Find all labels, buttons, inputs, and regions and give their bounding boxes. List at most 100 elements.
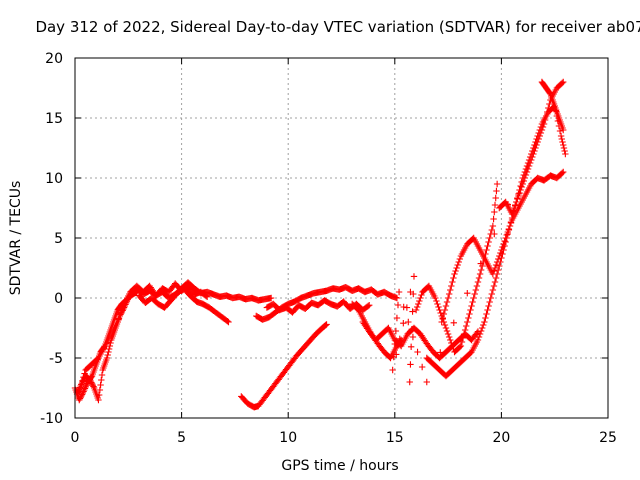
data-point — [79, 389, 87, 397]
data-point — [560, 78, 567, 86]
data-point — [491, 264, 499, 272]
data-point — [98, 376, 105, 384]
x-tick-label: 5 — [177, 430, 186, 446]
data-point — [81, 370, 88, 377]
data-point — [534, 138, 541, 146]
data-points — [71, 78, 569, 411]
data-point — [458, 338, 466, 346]
data-point — [493, 180, 501, 188]
data-point — [437, 349, 444, 356]
data-point — [539, 123, 547, 131]
data-point — [560, 168, 567, 176]
data-point — [267, 294, 275, 302]
y-tick-label: 5 — [54, 231, 63, 247]
data-point — [536, 132, 543, 140]
data-point — [452, 267, 459, 275]
data-point — [443, 327, 451, 335]
data-point — [531, 147, 538, 155]
data-point — [447, 336, 454, 344]
data-point — [514, 195, 521, 203]
data-point — [475, 333, 483, 341]
data-point — [119, 303, 127, 311]
data-point — [78, 381, 85, 388]
data-point — [544, 108, 551, 116]
data-point — [470, 294, 477, 302]
data-point — [490, 215, 497, 223]
x-tick-label: 0 — [71, 430, 80, 446]
data-point — [469, 298, 476, 306]
data-point — [405, 318, 412, 326]
data-point — [457, 342, 465, 350]
data-point — [408, 326, 416, 333]
data-point — [461, 326, 469, 334]
data-point — [492, 274, 500, 282]
x-axis-label: GPS time / hours — [281, 458, 398, 474]
data-point — [88, 379, 95, 386]
data-point — [476, 270, 484, 278]
data-point — [496, 252, 503, 260]
data-point — [390, 353, 397, 361]
data-point — [441, 306, 449, 314]
y-tick-label: -10 — [40, 411, 63, 427]
data-point — [464, 290, 471, 297]
data-point — [97, 381, 104, 389]
data-point — [524, 165, 532, 173]
data-point — [322, 321, 330, 329]
data-point — [103, 354, 111, 362]
data-point — [460, 330, 468, 338]
data-point — [538, 126, 546, 134]
data-point — [486, 298, 493, 306]
data-point — [449, 278, 456, 286]
data-point — [484, 242, 491, 250]
data-point — [88, 380, 96, 387]
data-point — [410, 273, 418, 280]
data-point — [396, 335, 403, 342]
data-point — [520, 177, 527, 185]
data-point — [406, 378, 413, 386]
data-point — [516, 189, 523, 197]
data-point — [389, 366, 396, 374]
gridlines — [75, 58, 608, 418]
data-point — [515, 192, 522, 200]
data-point — [474, 336, 482, 344]
data-point — [472, 286, 480, 294]
y-tick-labels: -10 -5 0 5 10 15 20 — [40, 51, 63, 427]
data-point — [394, 301, 402, 309]
data-point — [498, 246, 505, 254]
data-point — [98, 371, 106, 379]
data-point — [560, 126, 567, 134]
y-axis-label: SDTVAR / TECUs — [8, 181, 24, 296]
data-point — [224, 318, 231, 325]
data-point — [477, 327, 485, 335]
data-point — [456, 255, 464, 263]
data-point — [558, 79, 566, 87]
data-point — [562, 150, 569, 158]
data-point — [440, 310, 448, 318]
data-point — [445, 333, 453, 341]
data-point — [447, 286, 454, 294]
data-point — [499, 243, 506, 251]
data-point — [492, 261, 500, 269]
data-point — [491, 278, 499, 286]
plot-frame — [74, 57, 609, 419]
data-point — [434, 300, 441, 308]
data-point — [542, 112, 550, 120]
data-point — [502, 234, 509, 242]
data-point — [485, 302, 492, 310]
data-point — [118, 306, 126, 314]
data-point — [393, 314, 401, 322]
data-point — [559, 138, 566, 146]
data-point — [557, 132, 565, 140]
data-point — [450, 319, 457, 326]
data-point — [114, 318, 121, 326]
data-point — [504, 201, 511, 208]
data-point — [77, 394, 84, 401]
data-point — [487, 294, 494, 302]
data-point — [400, 303, 407, 311]
data-point — [513, 198, 520, 206]
data-point — [493, 187, 500, 195]
data-point — [491, 230, 498, 238]
data-point — [444, 330, 452, 338]
y-tick-label: 0 — [54, 291, 63, 307]
data-point — [483, 310, 490, 318]
